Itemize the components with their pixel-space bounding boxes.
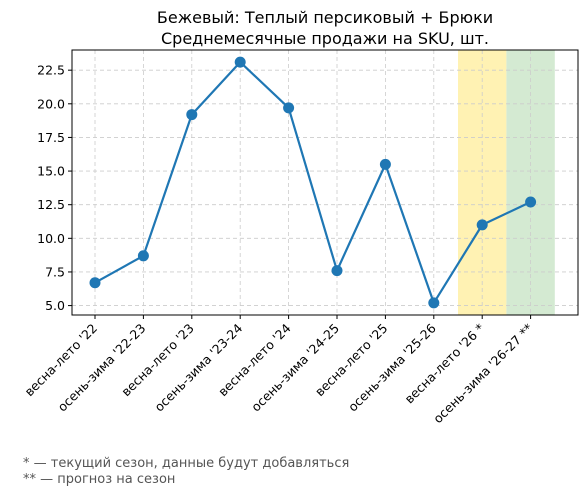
x-tick-label: осень-зима '25-26	[345, 320, 439, 414]
data-point	[186, 109, 198, 121]
data-point	[283, 102, 295, 114]
data-point	[379, 158, 391, 170]
data-point	[525, 196, 537, 208]
data-point	[89, 277, 101, 289]
y-tick-label: 5.0	[45, 298, 65, 313]
x-tick-label: осень-зима '23-24	[151, 320, 245, 414]
y-tick-label: 17.5	[37, 130, 65, 145]
data-point	[428, 297, 440, 309]
x-tick-label: осень-зима '24-25	[248, 321, 342, 415]
plot-frame	[71, 49, 579, 316]
x-tick-label: осень-зима '22-23	[55, 321, 149, 415]
y-tick-label: 20.0	[37, 96, 65, 111]
chart-subtitle: Среднемесячные продажи на SKU, шт.	[160, 29, 490, 48]
y-tick-label: 15.0	[37, 164, 65, 179]
y-tick-label: 7.5	[45, 264, 65, 279]
series-line	[94, 61, 532, 304]
y-tick-label: 12.5	[37, 197, 65, 212]
data-point	[331, 265, 343, 277]
data-point	[476, 219, 488, 231]
data-point	[137, 250, 149, 262]
chart-title: Бежевый: Теплый персиковый + Брюки	[156, 8, 494, 27]
footnote-forecast: ** — прогноз на сезон	[23, 472, 176, 487]
y-tick-label: 10.0	[37, 231, 65, 246]
footnote-current-season: * — текущий сезон, данные будут добавлят…	[23, 456, 350, 471]
data-point	[234, 56, 246, 68]
y-tick-label: 22.5	[37, 63, 65, 78]
x-tick-label: осень-зима '26-27 **	[430, 321, 536, 427]
